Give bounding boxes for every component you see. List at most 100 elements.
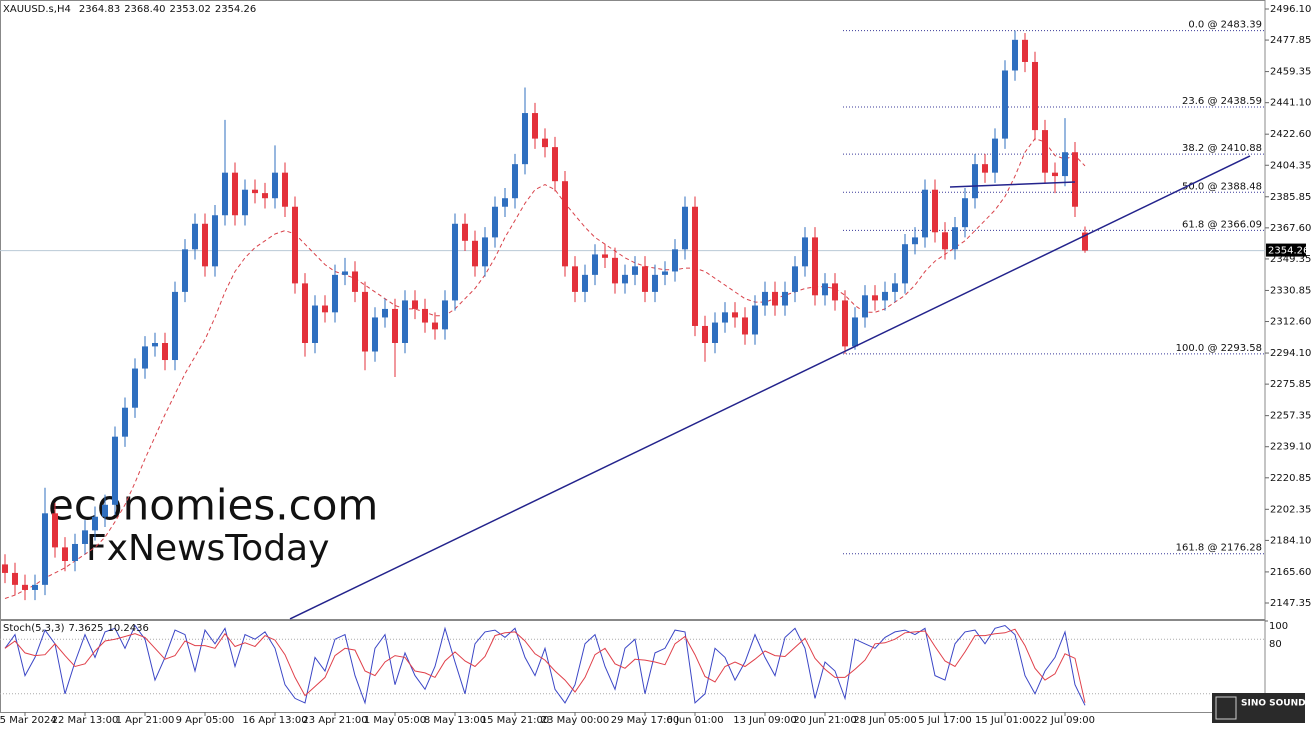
y-tick-label: 2220.85 [1270, 473, 1311, 484]
x-tick-label: 22 Mar 13:00 [52, 715, 119, 726]
x-tick-label: 29 May 17:00 [611, 715, 680, 726]
candle-body [342, 271, 348, 275]
moving-average [4, 138, 1086, 599]
x-tick-label: 1 May 05:00 [364, 715, 426, 726]
candle-body [652, 274, 658, 292]
candle-body [1022, 39, 1028, 62]
candle-body [792, 266, 798, 292]
candle-body [102, 504, 108, 517]
fib-level-label: 100.0 @ 2293.58 [1176, 343, 1262, 354]
close-label: 2354.26 [215, 4, 256, 15]
candle-body [212, 215, 218, 267]
candle-body [42, 513, 48, 585]
y-tick-label: 2404.35 [1270, 160, 1311, 171]
candle-body [522, 113, 528, 165]
candle-body [912, 237, 918, 245]
stoch-d-line [4, 628, 1086, 703]
candle-body [922, 189, 928, 238]
logo-icon [1215, 696, 1237, 720]
y-tick-label: 2312.60 [1270, 317, 1311, 328]
candle-body [62, 547, 68, 562]
low-label: 2353.02 [170, 4, 211, 15]
trendline [949, 181, 1076, 188]
candle-body [462, 223, 468, 241]
candle-body [992, 138, 998, 173]
candle-body [12, 572, 18, 585]
candle-body [582, 274, 588, 292]
candle-body [492, 206, 498, 238]
y-tick-label: 2202.35 [1270, 504, 1311, 515]
candle-body [142, 346, 148, 369]
indicator-tick-label: 100 [1269, 621, 1288, 632]
indicator-title: Stoch(5,3,3) 7.3625 10.2436 [3, 623, 149, 634]
candle-body [972, 164, 978, 199]
x-tick-label: 23 May 00:00 [541, 715, 610, 726]
candle-body [982, 164, 988, 173]
y-tick-label: 2441.10 [1270, 98, 1311, 109]
candle-body [772, 291, 778, 306]
candle-body [182, 249, 188, 292]
candle-body [402, 300, 408, 343]
candle-body [392, 308, 398, 343]
y-tick-label: 2275.85 [1270, 379, 1311, 390]
candle-body [2, 564, 8, 573]
candle-body [712, 322, 718, 343]
candle-body [732, 312, 738, 318]
y-tick-label: 2459.35 [1270, 67, 1311, 78]
candle-body [162, 342, 168, 361]
candle-body [502, 198, 508, 207]
candle-body [472, 240, 478, 267]
candle-body [242, 189, 248, 216]
trendline [289, 155, 1251, 620]
candle-body [642, 266, 648, 292]
candle-body [52, 513, 58, 548]
candle-body [1082, 232, 1088, 251]
watermark-sub: FxNewsToday [86, 528, 329, 569]
fib-level-label: 161.8 @ 2176.28 [1176, 543, 1262, 554]
stoch-k-line [4, 624, 1086, 706]
candle-body [1012, 39, 1018, 71]
watermark-brand: economies [48, 481, 275, 530]
fib-level-label: 50.0 @ 2388.48 [1182, 181, 1262, 192]
high-label: 2368.40 [124, 4, 165, 15]
candle-body [682, 206, 688, 250]
candle-body [272, 172, 278, 199]
candle-body [782, 291, 788, 306]
candle-body [722, 312, 728, 323]
x-tick-label: 9 Apr 05:00 [176, 715, 235, 726]
candle-body [1042, 130, 1048, 173]
x-tick-label: 15 Jul 01:00 [975, 715, 1035, 726]
x-tick-label: 8 May 13:00 [424, 715, 486, 726]
indicator-name: Stoch(5,3,3) [3, 623, 65, 634]
candle-body [552, 147, 558, 182]
candle-body [172, 291, 178, 361]
y-tick-label: 2239.10 [1270, 442, 1311, 453]
candle-body [512, 164, 518, 199]
candle-body [532, 113, 538, 139]
indicator-tick-label: 80 [1269, 639, 1282, 650]
fib-level-label: 23.6 @ 2438.59 [1182, 96, 1262, 107]
candle-body [382, 308, 388, 318]
candle-body [752, 305, 758, 335]
k-value: 7.3625 [68, 623, 103, 634]
price-box [1266, 243, 1306, 257]
candle-body [632, 266, 638, 275]
x-tick-label: 20 Jun 21:00 [793, 715, 857, 726]
main-frame [0, 0, 1266, 620]
candle-body [862, 295, 868, 318]
candle-body [1072, 152, 1078, 207]
candle-body [662, 271, 668, 275]
y-tick-label: 2496.10 [1270, 4, 1311, 15]
x-tick-label: 23 Apr 21:00 [302, 715, 367, 726]
x-tick-label: 6 Jun 01:00 [666, 715, 723, 726]
y-tick-label: 2257.35 [1270, 411, 1311, 422]
candle-body [822, 283, 828, 296]
candle-body [572, 266, 578, 292]
candle-body [192, 223, 198, 250]
candle-body [1052, 172, 1058, 177]
candle-body [262, 193, 268, 199]
y-tick-label: 2477.85 [1270, 35, 1311, 46]
candle-body [22, 584, 28, 590]
candle-body [372, 317, 378, 352]
candle-body [1062, 152, 1068, 177]
